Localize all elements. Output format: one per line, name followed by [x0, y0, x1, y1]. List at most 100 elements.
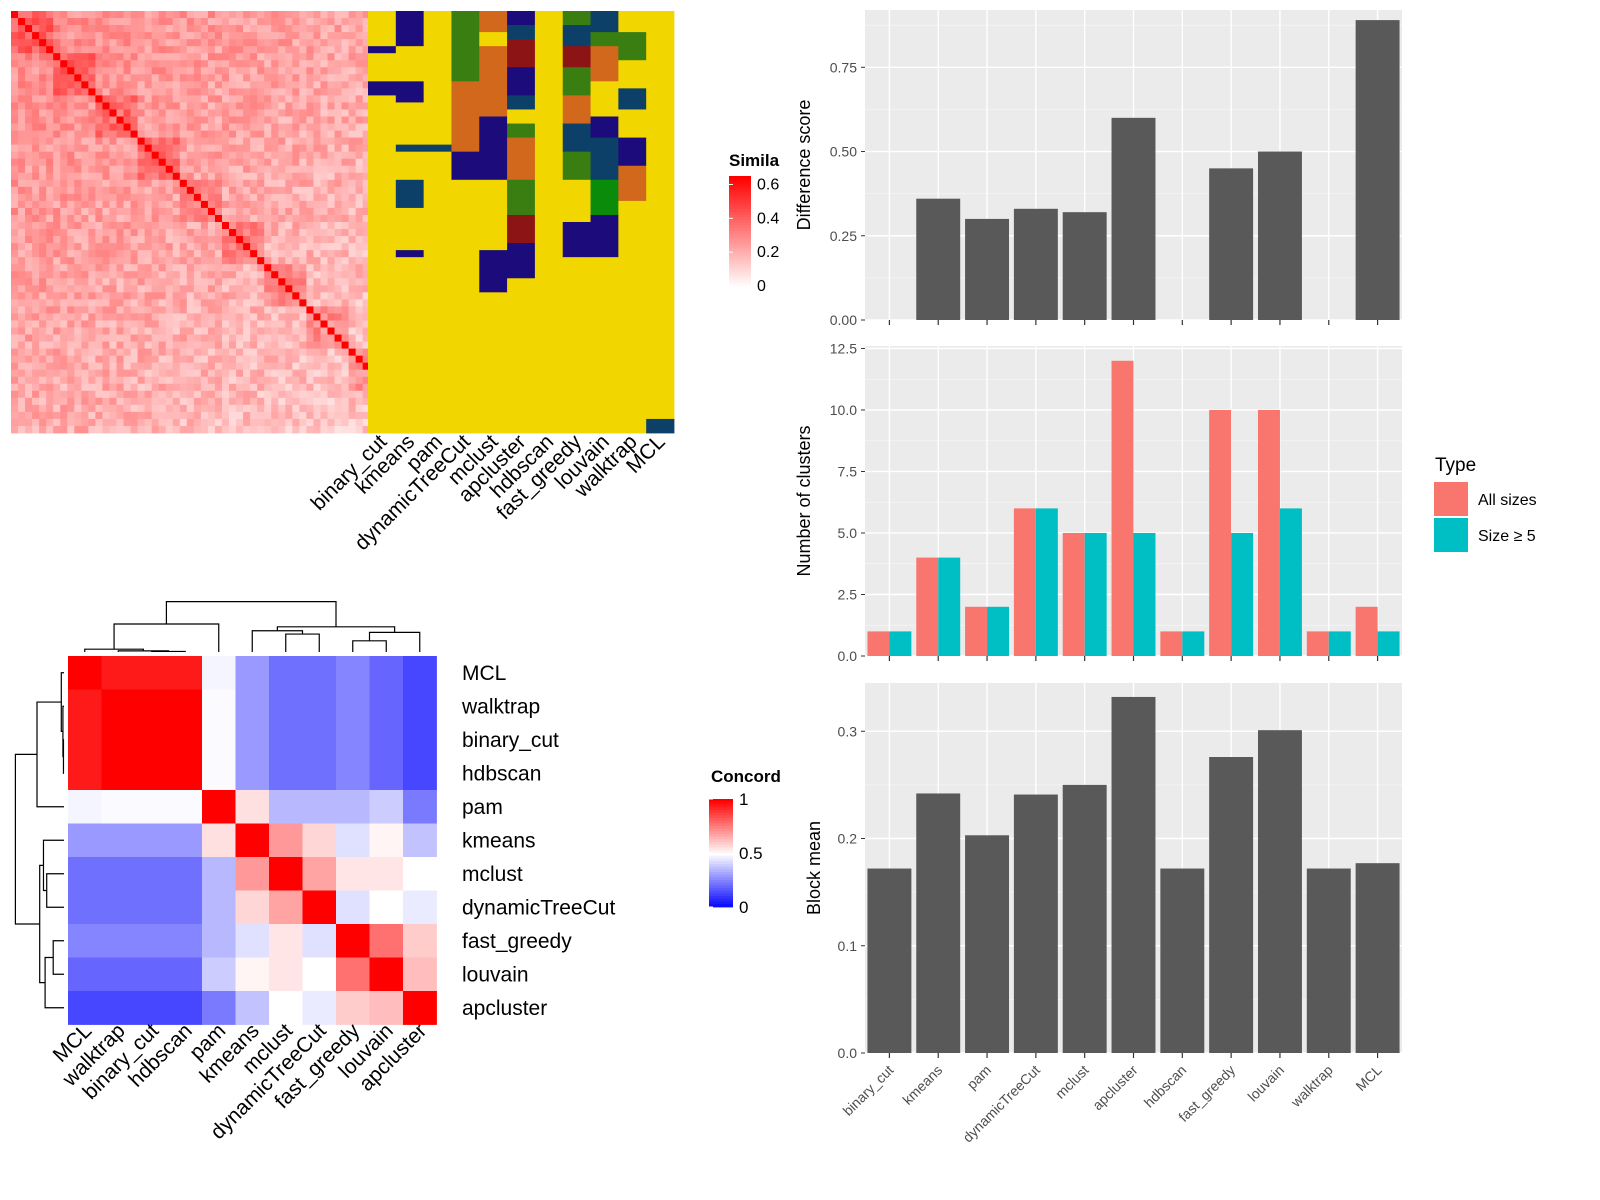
concordance-cell: [370, 924, 404, 958]
concordance-cell: [370, 723, 404, 757]
similarity-cell: [328, 342, 335, 349]
similarity-cell: [328, 426, 335, 433]
similarity-cell: [236, 405, 243, 412]
similarity-cell: [257, 349, 264, 356]
similarity-cell: [159, 398, 166, 405]
similarity-cell: [46, 159, 53, 166]
cluster-segment-apcluster: [507, 39, 535, 68]
similarity-cell: [109, 384, 116, 391]
similarity-cell: [18, 201, 25, 208]
similarity-cell: [356, 292, 363, 299]
concordance-cell: [303, 891, 337, 925]
similarity-cell: [138, 166, 145, 173]
similarity-cell: [285, 349, 292, 356]
similarity-cell: [25, 187, 32, 194]
y-tick-label: 0.75: [830, 59, 857, 75]
similarity-cell: [335, 53, 342, 60]
similarity-cell: [222, 384, 229, 391]
similarity-cell: [299, 398, 306, 405]
similarity-cell: [194, 391, 201, 398]
similarity-cell: [166, 208, 173, 215]
bar-pam-size-5: [987, 607, 1009, 656]
similarity-cell: [299, 117, 306, 124]
similarity-cell: [131, 187, 138, 194]
concordance-cell: [202, 824, 236, 858]
similarity-cell: [74, 32, 81, 39]
similarity-cell: [271, 152, 278, 159]
similarity-cell: [124, 349, 131, 356]
cluster-segment-apcluster: [507, 67, 535, 96]
similarity-cell: [243, 391, 250, 398]
similarity-cell: [236, 88, 243, 95]
similarity-cell: [173, 363, 180, 370]
similarity-cell: [243, 173, 250, 180]
similarity-cell: [145, 208, 152, 215]
similarity-cell: [53, 306, 60, 313]
similarity-cell: [292, 138, 299, 145]
similarity-cell: [81, 412, 88, 419]
similarity-cell: [229, 356, 236, 363]
similarity-cell: [328, 320, 335, 327]
similarity-cell: [306, 384, 313, 391]
similarity-cell: [271, 194, 278, 201]
similarity-cell: [292, 335, 299, 342]
similarity-cell: [335, 328, 342, 335]
similarity-cell: [32, 363, 39, 370]
similarity-cell: [39, 74, 46, 81]
similarity-cell: [109, 313, 116, 320]
similarity-cell: [138, 377, 145, 384]
similarity-cell: [95, 39, 102, 46]
similarity-legend-gradient: [729, 217, 751, 220]
similarity-cell: [187, 131, 194, 138]
similarity-cell: [88, 46, 95, 53]
similarity-cell: [356, 215, 363, 222]
similarity-cell: [117, 264, 124, 271]
similarity-cell: [215, 173, 222, 180]
similarity-cell: [187, 335, 194, 342]
similarity-cell: [74, 11, 81, 18]
similarity-cell: [124, 243, 131, 250]
similarity-cell: [194, 292, 201, 299]
similarity-cell: [32, 102, 39, 109]
similarity-cell: [285, 180, 292, 187]
similarity-cell: [292, 166, 299, 173]
cluster-segment-hdbscan: [535, 74, 563, 110]
similarity-cell: [32, 356, 39, 363]
similarity-cell: [292, 356, 299, 363]
similarity-cell: [131, 363, 138, 370]
similarity-cell: [25, 39, 32, 46]
similarity-cell: [145, 222, 152, 229]
similarity-cell: [124, 264, 131, 271]
similarity-cell: [124, 60, 131, 67]
similarity-cell: [229, 236, 236, 243]
similarity-cell: [257, 398, 264, 405]
similarity-cell: [292, 81, 299, 88]
similarity-cell: [271, 46, 278, 53]
similarity-cell: [152, 180, 159, 187]
similarity-cell: [215, 95, 222, 102]
similarity-cell: [349, 320, 356, 327]
similarity-cell: [60, 222, 67, 229]
similarity-cell: [271, 320, 278, 327]
similarity-cell: [271, 250, 278, 257]
similarity-cell: [342, 356, 349, 363]
similarity-cell: [109, 349, 116, 356]
similarity-cell: [328, 173, 335, 180]
similarity-cell: [243, 384, 250, 391]
similarity-cell: [264, 229, 271, 236]
similarity-cell: [320, 377, 327, 384]
similarity-cell: [166, 215, 173, 222]
similarity-cell: [187, 257, 194, 264]
similarity-cell: [152, 88, 159, 95]
similarity-cell: [53, 39, 60, 46]
similarity-cell: [53, 257, 60, 264]
similarity-cell: [152, 313, 159, 320]
similarity-cell: [95, 131, 102, 138]
similarity-cell: [46, 180, 53, 187]
clustering-comparison-figure: binary_cutkmeanspamdynamicTreeCutmclusta…: [0, 0, 1600, 1200]
similarity-cell: [342, 250, 349, 257]
similarity-cell: [257, 18, 264, 25]
similarity-cell: [109, 299, 116, 306]
similarity-cell: [278, 271, 285, 278]
similarity-cell: [159, 11, 166, 18]
